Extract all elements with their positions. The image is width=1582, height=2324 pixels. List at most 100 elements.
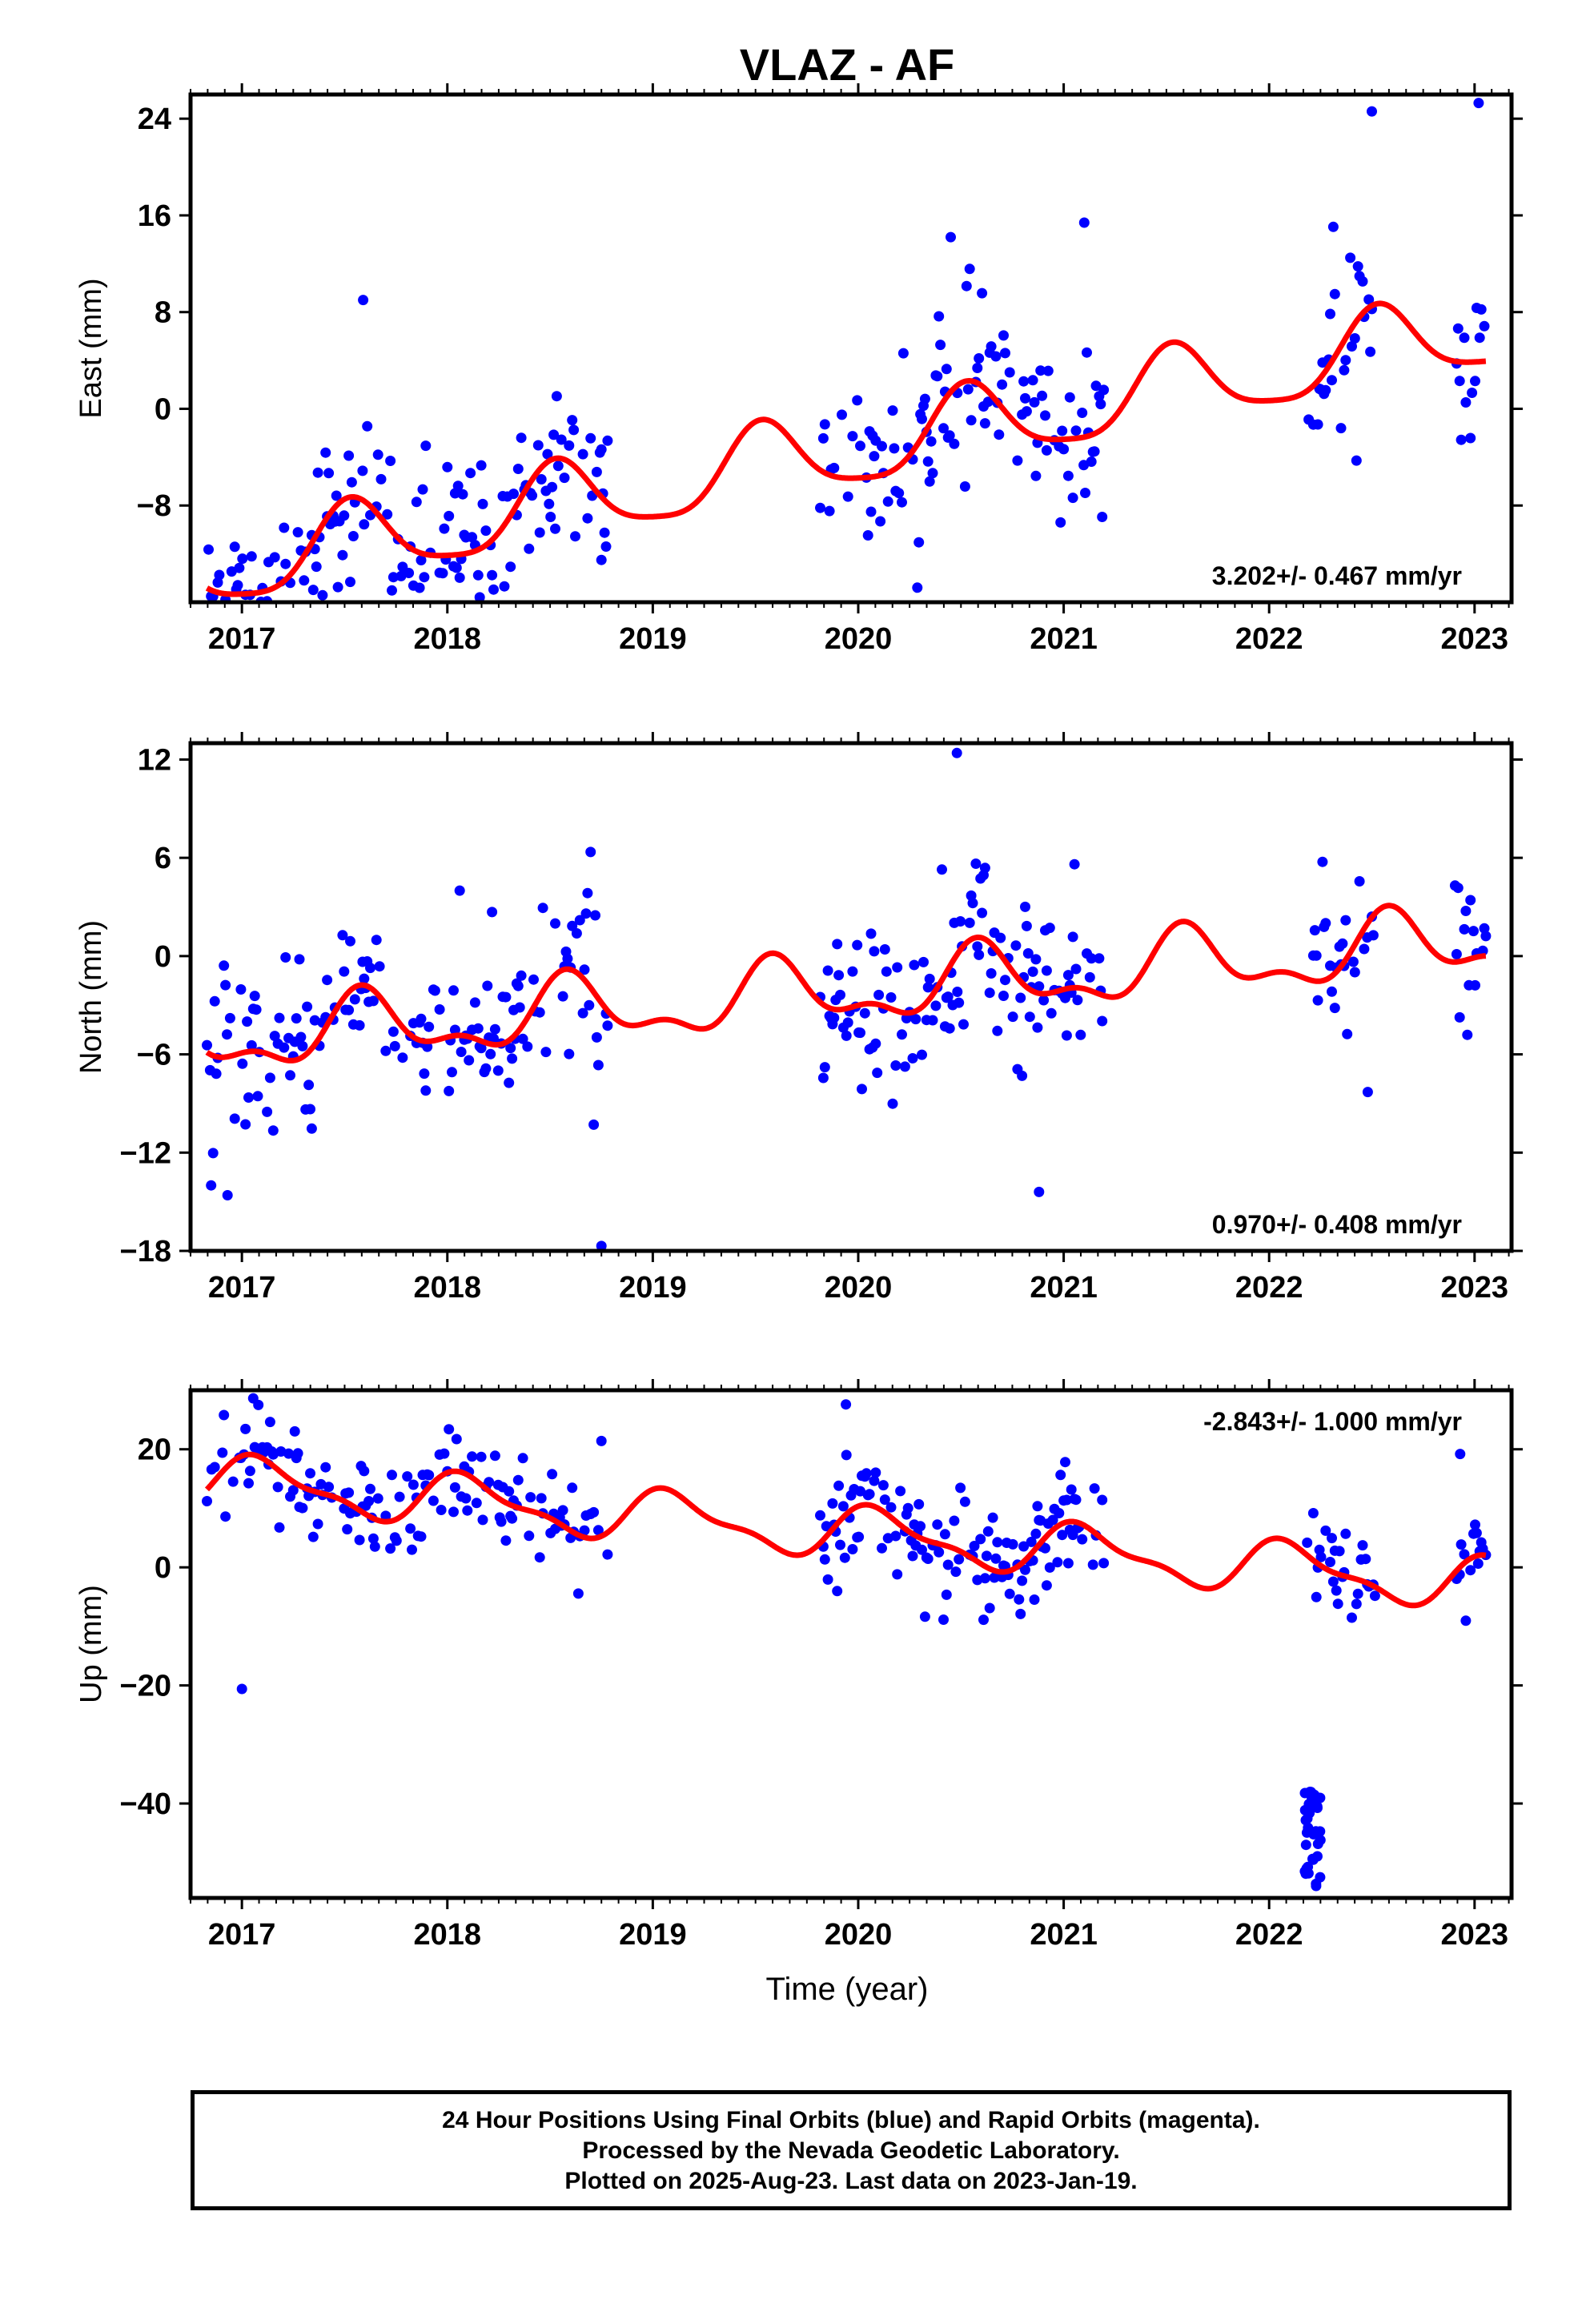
data-point bbox=[869, 451, 880, 462]
data-point bbox=[1349, 967, 1360, 978]
data-point bbox=[1027, 966, 1038, 977]
data-point bbox=[454, 572, 465, 583]
data-point bbox=[1062, 970, 1074, 981]
data-point bbox=[242, 1016, 253, 1027]
data-point bbox=[274, 1522, 285, 1533]
x-tick-label: 2022 bbox=[1235, 622, 1303, 656]
data-point bbox=[986, 968, 997, 979]
data-point bbox=[949, 1515, 960, 1526]
data-point bbox=[557, 991, 568, 1002]
data-point bbox=[251, 1004, 262, 1015]
data-point bbox=[841, 1449, 852, 1461]
x-tick-label: 2017 bbox=[208, 1918, 276, 1952]
data-point bbox=[1098, 1558, 1110, 1569]
data-point bbox=[1066, 1484, 1077, 1495]
data-point bbox=[1460, 906, 1472, 916]
data-point bbox=[998, 991, 1009, 1001]
data-point-extreme bbox=[1362, 1087, 1373, 1098]
data-point bbox=[482, 980, 493, 991]
data-point bbox=[272, 1482, 283, 1493]
data-point bbox=[235, 984, 247, 995]
data-point bbox=[1032, 1022, 1043, 1033]
data-point bbox=[1360, 1554, 1371, 1565]
data-point bbox=[922, 1554, 934, 1564]
data-point bbox=[859, 1007, 870, 1019]
data-point bbox=[580, 908, 592, 919]
y-tick-label: 0 bbox=[155, 940, 171, 974]
data-point bbox=[1024, 1011, 1035, 1023]
data-point bbox=[349, 994, 360, 1005]
data-point bbox=[986, 341, 997, 352]
data-point-extreme bbox=[1078, 217, 1090, 228]
data-point bbox=[514, 1002, 525, 1013]
data-point bbox=[444, 1085, 455, 1096]
data-point bbox=[870, 1038, 881, 1049]
data-point bbox=[528, 974, 539, 985]
data-point bbox=[262, 1106, 273, 1117]
data-point bbox=[240, 1119, 251, 1130]
data-point bbox=[998, 330, 1009, 341]
data-point bbox=[407, 1544, 417, 1555]
data-point bbox=[602, 1549, 613, 1560]
data-point bbox=[835, 1539, 845, 1550]
data-point bbox=[1465, 1565, 1476, 1576]
y-tick-label: 0 bbox=[155, 392, 171, 426]
data-point bbox=[331, 490, 342, 501]
data-point bbox=[354, 1534, 365, 1546]
data-point bbox=[977, 907, 988, 919]
data-point bbox=[244, 1466, 255, 1477]
data-point bbox=[887, 405, 898, 416]
data-point bbox=[295, 1031, 307, 1043]
data-point bbox=[1098, 384, 1110, 396]
data-point bbox=[1342, 1028, 1353, 1039]
model-curve bbox=[204, 1451, 1488, 1609]
data-point bbox=[1367, 930, 1379, 941]
data-point bbox=[323, 468, 335, 479]
data-point bbox=[289, 1425, 300, 1437]
panel-frame bbox=[188, 741, 1514, 1253]
data-point bbox=[457, 489, 468, 500]
data-point bbox=[1329, 1003, 1340, 1014]
data-point bbox=[243, 1092, 254, 1103]
data-point bbox=[416, 555, 427, 565]
x-tick-label: 2018 bbox=[413, 622, 481, 656]
data-point bbox=[343, 450, 355, 461]
data-point bbox=[1062, 470, 1074, 481]
y-tick-label: −40 bbox=[120, 1787, 171, 1821]
data-point bbox=[372, 1493, 383, 1504]
data-point bbox=[305, 1104, 315, 1115]
data-point bbox=[1097, 1015, 1108, 1027]
velocity-annotation: 0.970+/- 0.408 mm/yr bbox=[1212, 1210, 1462, 1239]
data-point bbox=[1302, 1537, 1313, 1548]
data-point bbox=[1097, 512, 1108, 522]
data-point bbox=[367, 1533, 379, 1544]
data-point bbox=[291, 1013, 302, 1024]
data-point bbox=[567, 1482, 578, 1494]
data-point bbox=[1351, 1598, 1362, 1610]
data-point bbox=[978, 1614, 989, 1626]
data-point bbox=[467, 1451, 478, 1462]
data-point bbox=[488, 584, 499, 595]
data-point bbox=[592, 1059, 604, 1071]
x-tick-label: 2018 bbox=[413, 1918, 481, 1952]
data-point bbox=[837, 1501, 849, 1512]
x-tick-label: 2019 bbox=[619, 1918, 687, 1952]
data-point bbox=[1018, 376, 1030, 387]
data-point bbox=[1347, 341, 1357, 352]
data-point bbox=[550, 918, 560, 929]
data-point bbox=[1312, 419, 1323, 430]
data-point bbox=[512, 980, 524, 991]
data-point bbox=[950, 1566, 962, 1578]
data-point bbox=[572, 1588, 584, 1599]
data-point-outlier bbox=[1309, 1789, 1320, 1800]
data-point bbox=[220, 979, 231, 991]
data-point bbox=[469, 997, 480, 1008]
data-point bbox=[570, 531, 580, 542]
data-point bbox=[964, 263, 975, 275]
data-point bbox=[1347, 956, 1359, 967]
data-point bbox=[414, 582, 425, 593]
data-point bbox=[375, 473, 387, 485]
data-point bbox=[1044, 1562, 1055, 1573]
panel-frame bbox=[188, 92, 1514, 605]
